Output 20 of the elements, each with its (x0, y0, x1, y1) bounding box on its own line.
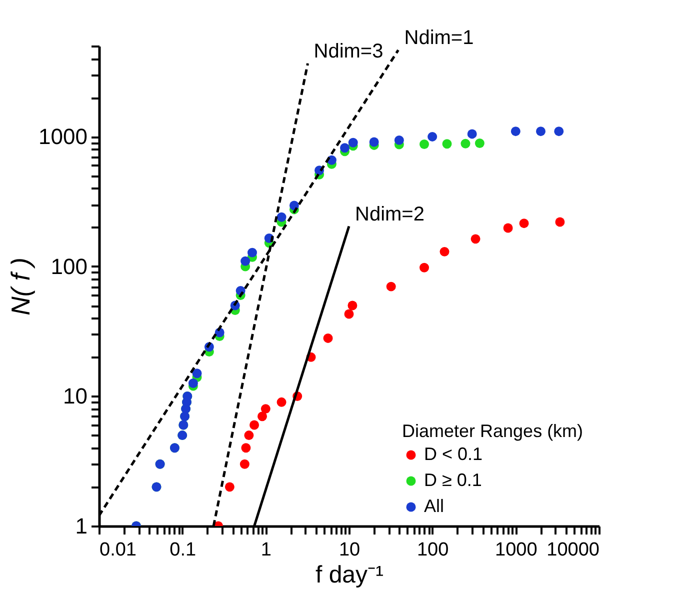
x-tick-label: 0.01 (100, 540, 136, 560)
y-tick-label: 1 (75, 514, 88, 538)
x-tick-label: 10000 (546, 540, 600, 560)
y-tick-label: 100 (50, 254, 88, 279)
series-label: Ndim=2 (355, 203, 424, 226)
y-tick-label: 10 (63, 384, 88, 409)
y-tick-label: 1000 (38, 124, 88, 150)
x-tick-label: 0.1 (170, 540, 196, 560)
x-axis-title: f day⁻¹ (315, 562, 384, 588)
legend-label: D < 0.1 (424, 444, 483, 464)
y-axis-title: N( f ) (6, 258, 36, 316)
legend-label: All (424, 496, 444, 516)
legend-label: D ≥ 0.1 (424, 470, 482, 490)
series-label: Ndim=3 (314, 40, 384, 62)
x-tick-label: 1000 (495, 540, 538, 560)
legend-title: Diameter Ranges (km) (402, 421, 584, 441)
x-tick-label: 1 (260, 540, 272, 560)
x-tick-label: 10 (338, 540, 360, 560)
x-tick-label: 100 (416, 540, 449, 560)
series-label: Ndim=1 (404, 27, 474, 50)
